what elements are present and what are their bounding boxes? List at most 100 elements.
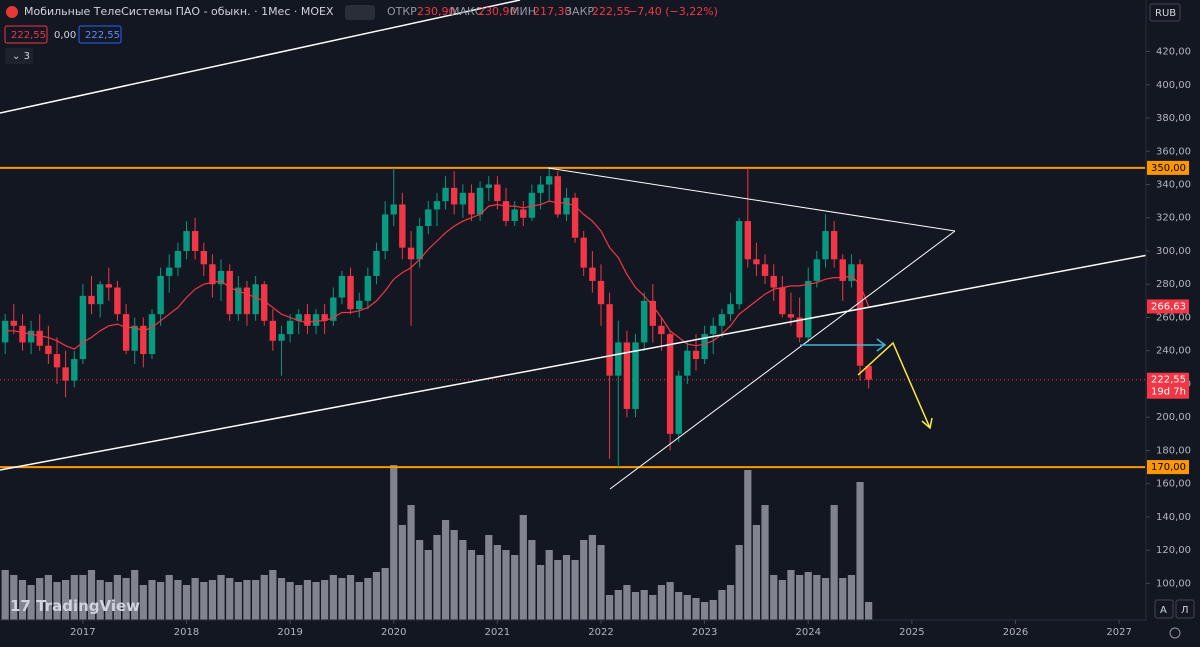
y-tick-label: 400,00 (1156, 80, 1191, 91)
volume-bar (588, 535, 596, 620)
candle-body (779, 287, 786, 315)
volume-bar (174, 580, 182, 620)
volume-bar (502, 550, 510, 620)
volume-bar (554, 560, 562, 620)
volume-bar (79, 575, 87, 620)
level-label: 170,00 (1151, 462, 1186, 473)
log-scale[interactable] (1175, 599, 1195, 619)
level-label: 350,00 (1151, 163, 1186, 174)
volume-bar (398, 525, 406, 620)
volume-bar (614, 590, 622, 620)
volume-bar (36, 578, 44, 620)
candle-body (476, 187, 484, 215)
candle-body (511, 209, 518, 222)
price-axis (1146, 0, 1200, 647)
candle-body (27, 330, 35, 343)
logo: 17 TradingView (10, 597, 140, 615)
volume-bar (165, 575, 173, 620)
candle-body (114, 287, 121, 315)
volume-bar (770, 575, 778, 620)
ask-box[interactable] (78, 25, 122, 44)
auto-scale[interactable] (1154, 599, 1174, 619)
ohlc-value: 222,55 (592, 5, 631, 18)
x-tick-label: 2026 (1003, 627, 1028, 638)
currency-box[interactable] (1149, 3, 1181, 22)
candle-body (243, 287, 251, 315)
volume-bar (450, 530, 458, 620)
volume-bar (148, 580, 156, 620)
candle-body (658, 325, 665, 335)
candle-body (433, 201, 441, 210)
y-tick-label: 160,00 (1156, 479, 1191, 490)
volume-bar (692, 598, 700, 620)
volume-bar (269, 570, 277, 620)
last-price-tag (1147, 372, 1189, 399)
ohlc-label: ОТКР (387, 5, 417, 18)
candle-body (450, 187, 458, 205)
volume-bar (562, 555, 571, 620)
volume-bar (778, 580, 786, 620)
indicator-count: ⌄ 3 (12, 51, 30, 62)
volume-bar (105, 582, 113, 620)
volume-bar (701, 602, 709, 620)
volume-bar (467, 550, 476, 620)
candle-body (278, 334, 285, 341)
bid-box[interactable] (4, 25, 48, 44)
volume-bar (865, 602, 873, 620)
moving-average (5, 200, 870, 350)
candle-body (494, 184, 501, 202)
candle-body (105, 284, 113, 288)
volume-bar (312, 582, 320, 620)
toggle[interactable] (345, 5, 375, 20)
volume-bar (847, 575, 856, 620)
candle-body (684, 350, 691, 376)
volume-bar (683, 595, 691, 620)
candle-body (830, 231, 838, 260)
volume-bar (191, 578, 199, 620)
volume-bar (718, 590, 726, 620)
volume-bar (18, 580, 27, 620)
ohlc-value: 217,30 (533, 5, 572, 18)
candle-body (45, 345, 52, 355)
y-tick-label: 380,00 (1156, 113, 1191, 124)
volume-bar (580, 540, 588, 620)
x-tick-label: 2021 (485, 627, 510, 638)
indicator-toggle[interactable] (5, 48, 33, 64)
trend-line (547, 167, 956, 232)
candle-body (580, 237, 587, 268)
candle-body (710, 325, 717, 335)
candle-body (641, 300, 648, 343)
candle-body (468, 192, 475, 215)
volume-bar (44, 575, 52, 620)
volume-bar (511, 555, 519, 620)
drawings (0, 0, 1149, 490)
volume-bar (623, 585, 631, 620)
spread: 0,00 (54, 30, 76, 41)
y-tick-label: 240,00 (1156, 346, 1191, 357)
volume-bar (252, 580, 260, 620)
volume-bar (813, 575, 821, 620)
volume-bar (709, 600, 717, 620)
settings[interactable] (1169, 627, 1181, 639)
candle-body (174, 250, 182, 268)
candle-body (390, 204, 397, 215)
candle-body (157, 275, 164, 315)
volume-bar (372, 572, 381, 620)
y-tick-label: 420,00 (1156, 47, 1191, 58)
plot-area (0, 166, 1145, 620)
volume-bar (338, 578, 346, 620)
candle-body (727, 304, 734, 315)
y-tick-label: 260,00 (1156, 312, 1191, 323)
candle-body (623, 342, 631, 409)
candle-body (425, 209, 432, 227)
volume-bar (433, 535, 441, 620)
level-tag (1147, 460, 1189, 475)
volume-bar (96, 580, 104, 620)
time-axis (0, 620, 1200, 647)
volume-bar (321, 580, 329, 620)
candle-body (79, 295, 87, 360)
candle-body (442, 187, 449, 202)
candle-body (571, 197, 579, 238)
y-tick-label: 320,00 (1156, 213, 1191, 224)
